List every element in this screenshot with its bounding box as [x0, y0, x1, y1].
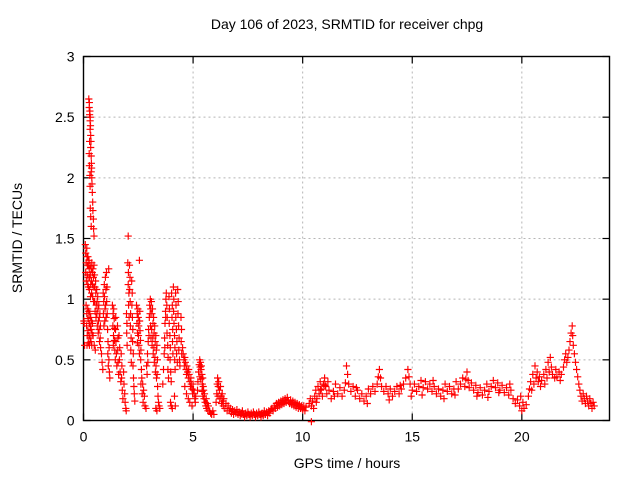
svg-text:20: 20 — [514, 429, 530, 445]
svg-text:5: 5 — [189, 429, 197, 445]
svg-text:1.5: 1.5 — [55, 231, 75, 247]
data-points-group — [80, 95, 598, 426]
svg-text:0: 0 — [67, 413, 75, 429]
svg-text:0: 0 — [80, 429, 88, 445]
tick-labels-group: 0 5 10 15 20 0 0.5 1 1.5 2 2.5 3 — [55, 49, 530, 445]
svg-text:3: 3 — [67, 49, 75, 65]
svg-text:15: 15 — [404, 429, 420, 445]
svg-text:1: 1 — [67, 291, 75, 307]
x-axis-label: GPS time / hours — [293, 455, 401, 471]
svg-text:10: 10 — [295, 429, 311, 445]
svg-text:0.5: 0.5 — [55, 352, 75, 368]
plot-border — [82, 55, 611, 422]
svg-text:2: 2 — [67, 170, 75, 186]
svg-text:2.5: 2.5 — [55, 109, 75, 125]
gridlines-group — [83, 56, 610, 421]
chart-title: Day 106 of 2023, SRMTID for receiver chp… — [210, 16, 484, 32]
